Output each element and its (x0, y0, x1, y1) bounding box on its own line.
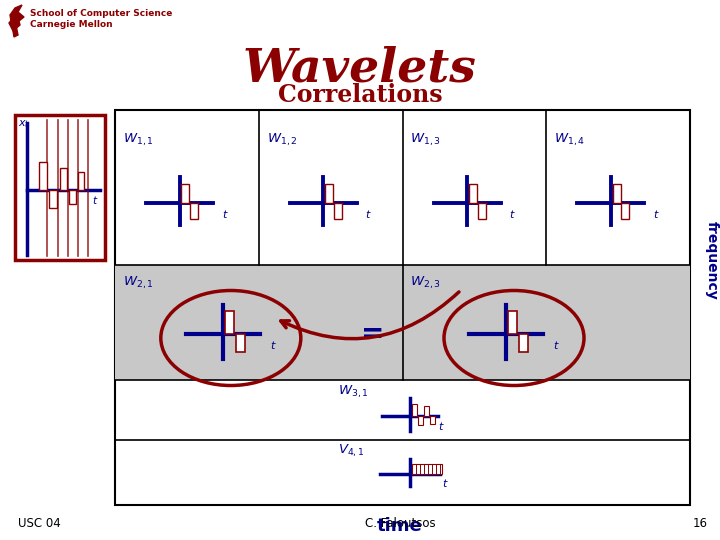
Polygon shape (9, 13, 20, 31)
Bar (334, 203, 342, 219)
Bar (115, 110, 690, 505)
Bar (469, 184, 477, 203)
Bar (69, 191, 76, 205)
Bar (235, 334, 246, 352)
FancyArrowPatch shape (281, 292, 459, 339)
Bar (49, 191, 57, 208)
Bar (518, 334, 528, 352)
Text: $\mathit{W}_{1,4}$: $\mathit{W}_{1,4}$ (554, 132, 585, 148)
Text: $t$: $t$ (366, 208, 372, 220)
Text: $\mathit{W}_{1,1}$: $\mathit{W}_{1,1}$ (123, 132, 154, 148)
Bar (225, 311, 234, 334)
Polygon shape (13, 25, 18, 37)
Polygon shape (10, 5, 24, 21)
Text: Correlations: Correlations (278, 83, 442, 107)
Text: =: = (361, 320, 384, 348)
Text: $\mathit{W}_{1,3}$: $\mathit{W}_{1,3}$ (410, 132, 441, 148)
Text: $t$: $t$ (653, 208, 660, 220)
Bar (478, 203, 486, 219)
Bar (412, 404, 417, 416)
Text: USC 04: USC 04 (18, 517, 60, 530)
Bar (423, 406, 428, 416)
Text: $\mathit{W}_{2,3}$: $\mathit{W}_{2,3}$ (410, 275, 441, 292)
Text: Wavelets: Wavelets (243, 45, 477, 91)
Bar (181, 184, 189, 203)
Text: $t$: $t$ (438, 420, 444, 432)
Bar (325, 184, 333, 203)
Text: time: time (377, 517, 423, 535)
Text: $t$: $t$ (270, 339, 276, 351)
Text: 16: 16 (693, 517, 708, 530)
Bar (412, 464, 441, 474)
Bar (508, 311, 518, 334)
Bar (613, 184, 621, 203)
Text: $t$: $t$ (441, 477, 449, 489)
Text: $x_t$: $x_t$ (18, 118, 30, 130)
Bar (190, 203, 198, 219)
Bar (418, 416, 423, 425)
Text: $\mathit{V}_{4,1}$: $\mathit{V}_{4,1}$ (338, 443, 364, 460)
Text: $\mathit{W}_{1,2}$: $\mathit{W}_{1,2}$ (266, 132, 297, 148)
Text: C. Faloutsos: C. Faloutsos (365, 517, 436, 530)
Bar (60, 168, 67, 191)
Bar (621, 203, 629, 219)
Text: $t$: $t$ (509, 208, 516, 220)
Text: $t$: $t$ (553, 339, 559, 351)
Bar (430, 416, 435, 424)
Text: $\mathit{W}_{3,1}$: $\mathit{W}_{3,1}$ (338, 384, 369, 400)
Bar (39, 163, 47, 191)
Text: $t$: $t$ (91, 194, 98, 206)
Text: $t$: $t$ (222, 208, 228, 220)
Text: Carnegie Mellon: Carnegie Mellon (30, 20, 112, 29)
Bar (15, 115, 105, 260)
Text: School of Computer Science: School of Computer Science (30, 9, 172, 18)
Bar (115, 265, 690, 380)
Text: frequency: frequency (705, 221, 719, 300)
Bar (78, 172, 84, 191)
Text: $\mathit{W}_{2,1}$: $\mathit{W}_{2,1}$ (123, 275, 154, 292)
